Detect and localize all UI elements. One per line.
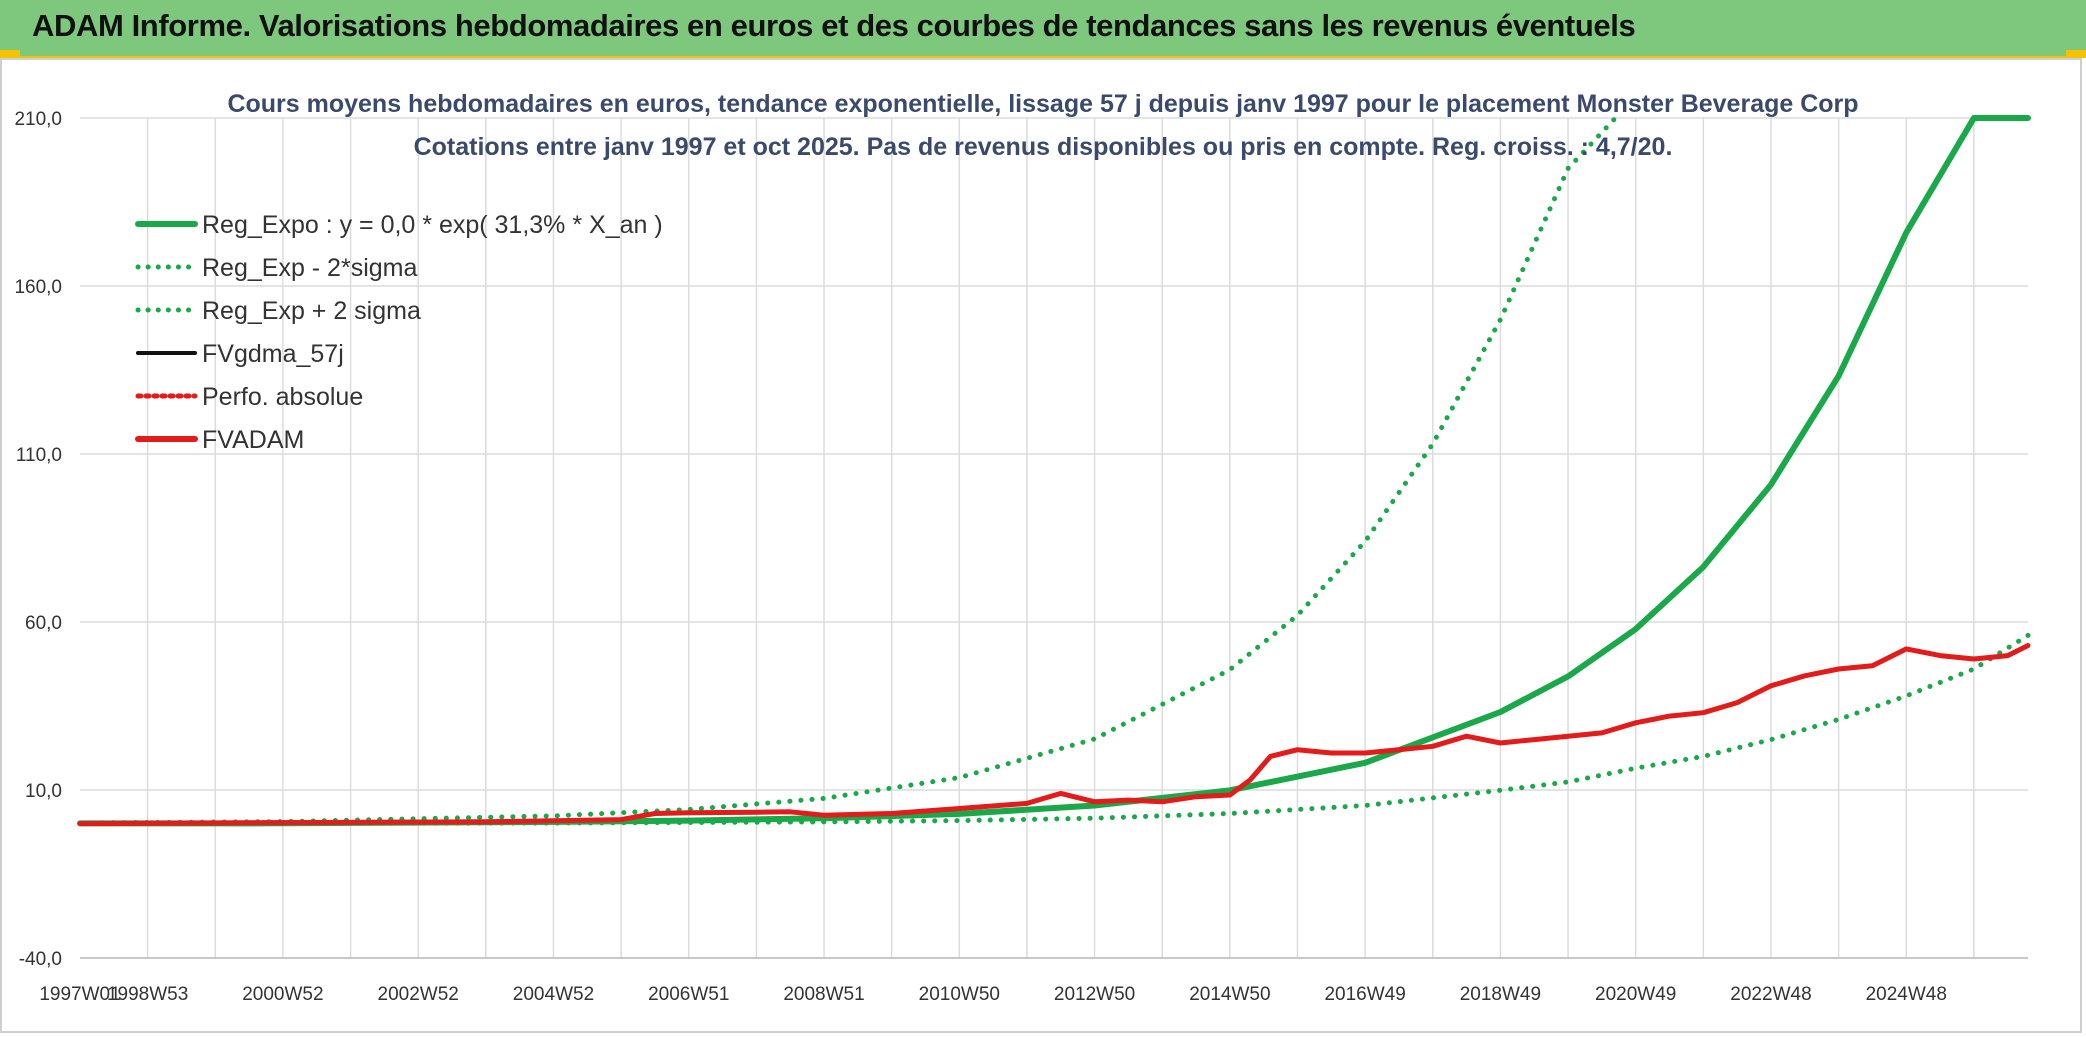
- grid: [80, 117, 2028, 959]
- x-tick-label: 2012W50: [1054, 984, 1135, 1005]
- legend-label: FVADAM: [202, 426, 304, 454]
- x-tick-label: 2000W52: [242, 984, 323, 1005]
- series-line-5: [77, 643, 2031, 827]
- axes: -40,0 10,0 60,0 110,0 160,0 210,0 1997W011998W…: [14, 109, 2028, 1005]
- x-tick-label: 2024W48: [1866, 984, 1947, 1005]
- x-tick-label: 2020W49: [1595, 984, 1676, 1005]
- x-tick-label: 2006W51: [648, 984, 729, 1005]
- x-tick-label: 2004W52: [513, 984, 594, 1005]
- series-line-1: [77, 632, 2031, 826]
- chart-title: Cours moyens hebdomadaires en euros, ten…: [227, 90, 1858, 118]
- legend-label: Perfo. absolue: [202, 383, 363, 411]
- legend-label: Reg_Exp - 2*sigma: [202, 254, 417, 282]
- legend: Reg_Expo : y = 0,0 * exp( 31,3% * X_an )…: [135, 211, 663, 454]
- chart-subtitle: Cotations entre janv 1997 et oct 2025. P…: [414, 133, 1673, 161]
- series-layer: [77, 115, 2031, 827]
- chart-frame: [0, 58, 2082, 1033]
- legend-label: FVgdma_57j: [202, 340, 344, 368]
- corner-accent-right: [2066, 50, 2086, 58]
- y-tick-label: 110,0: [16, 445, 62, 466]
- x-tick-label: 1998W53: [107, 984, 188, 1005]
- x-tick-label: 2008W51: [783, 984, 864, 1005]
- series-line-0: [77, 115, 2031, 827]
- x-tick-label: 1997W01: [39, 984, 120, 1005]
- x-tick-label: 2016W49: [1324, 984, 1405, 1005]
- x-tick-label: 2022W48: [1730, 984, 1811, 1005]
- y-tick-label: 160,0: [14, 277, 62, 298]
- corner-accent-left: [0, 50, 20, 58]
- y-tick-label: 210,0: [14, 109, 62, 130]
- legend-label: Reg_Expo : y = 0,0 * exp( 31,3% * X_an ): [202, 211, 663, 239]
- x-tick-label: 2018W49: [1460, 984, 1541, 1005]
- x-tick-label: 2014W50: [1189, 984, 1270, 1005]
- header-banner: ADAM Informe. Valorisations hebdomadaire…: [0, 0, 2086, 58]
- series-line-2: [77, 115, 1618, 826]
- y-tick-label: -40,0: [19, 949, 62, 970]
- legend-label: Reg_Exp + 2 sigma: [202, 297, 421, 325]
- y-tick-label: 60,0: [25, 613, 62, 634]
- x-tick-label: 2010W50: [919, 984, 1000, 1005]
- report-title: ADAM Informe. Valorisations hebdomadaire…: [32, 8, 1636, 43]
- y-tick-label: 10,0: [25, 781, 62, 802]
- x-tick-label: 2002W52: [378, 984, 459, 1005]
